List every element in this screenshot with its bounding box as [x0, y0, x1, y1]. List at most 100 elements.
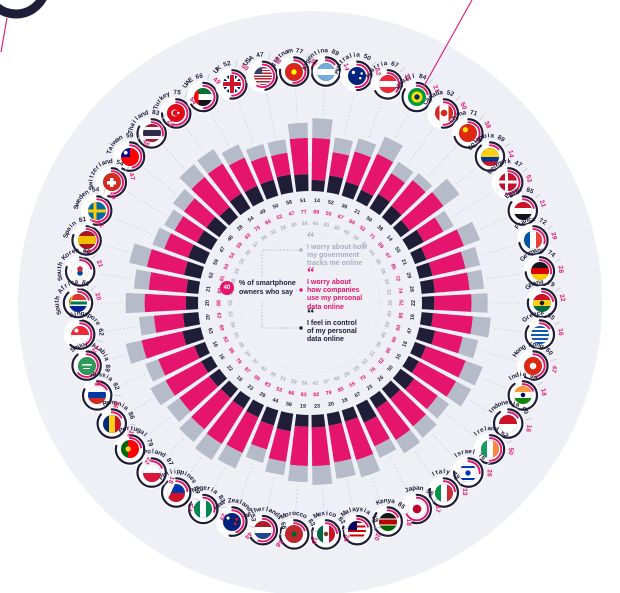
label-char: 2	[461, 488, 468, 493]
arc-control-usa	[250, 63, 276, 89]
label-char: 9	[454, 473, 462, 481]
label-char: 5	[528, 188, 535, 196]
label-char: n	[419, 485, 424, 493]
label-char: e	[489, 165, 497, 173]
label-char: e	[522, 252, 530, 260]
label-char: 5	[126, 132, 131, 139]
label-char: r	[476, 428, 482, 436]
label-char: h	[54, 295, 62, 301]
label-char: i	[88, 179, 95, 182]
label-char: s	[98, 371, 103, 379]
connector-newzealand	[238, 463, 254, 504]
label-char: 0	[94, 296, 102, 301]
label-char: y	[165, 90, 171, 98]
label-char: 9	[214, 79, 222, 87]
label-char: P	[142, 448, 149, 456]
ring-value: 82	[313, 392, 319, 398]
ring-value: 47	[383, 252, 391, 260]
arc-companies-netherlands	[247, 514, 279, 546]
bar-companies-taiwan	[183, 198, 216, 228]
ring-value: 30	[232, 331, 240, 339]
label-char: a	[514, 401, 521, 409]
label-char: 5	[272, 56, 279, 64]
bar-companies-netherlands	[268, 428, 291, 462]
bar-companies-indonesia	[411, 361, 457, 397]
ring-value: 35	[353, 365, 361, 373]
bar-control-ireland	[392, 368, 415, 390]
label-char: 9	[146, 442, 154, 448]
label-char: a	[136, 112, 143, 120]
label-char: a	[235, 498, 241, 506]
label-char: u	[154, 101, 162, 108]
label-char: a	[533, 247, 538, 255]
bar-government-argentina	[312, 118, 333, 140]
label-char: 0	[372, 535, 380, 541]
connector-spain	[104, 245, 128, 253]
flag-southafrica-icon	[69, 294, 87, 312]
flag-germany-icon	[530, 262, 549, 281]
ring-value: 44	[271, 397, 279, 405]
arc-companies-southkorea	[64, 256, 96, 287]
label-char: a	[73, 344, 80, 352]
label-char: n	[535, 341, 540, 349]
label-char: a	[431, 91, 438, 99]
label-char: e	[231, 497, 235, 504]
label-char: u	[133, 425, 139, 433]
label-char: n	[490, 405, 498, 413]
label-char: 2	[374, 72, 381, 77]
bar-control-india	[410, 341, 427, 359]
arc-companies-spain	[71, 225, 102, 256]
label-char: 8	[104, 364, 111, 368]
label-char: 6	[195, 73, 201, 81]
ring-value: 40	[387, 311, 394, 318]
label-char: 7	[128, 176, 136, 181]
label-char: 2	[339, 519, 347, 526]
label-char: 5	[188, 96, 196, 104]
label-char: 5	[446, 89, 451, 97]
label-char: t	[338, 58, 345, 65]
ring-value: 33	[323, 222, 330, 229]
label-char: 2	[485, 469, 492, 473]
bar-companies-morocco	[289, 426, 309, 466]
label-char: |	[91, 253, 97, 259]
ring-value: 52	[208, 272, 215, 279]
label-char: |	[147, 451, 154, 454]
label-char: d	[80, 341, 85, 349]
arc-control-italy	[431, 480, 457, 505]
label-char: i	[210, 487, 215, 494]
bar-control-malaysia	[326, 411, 342, 426]
bar-companies-china	[391, 180, 426, 216]
label-char: a	[462, 109, 467, 117]
label-char: 2	[549, 231, 557, 237]
bar-control-egypt	[410, 247, 427, 265]
ring-value: 59	[212, 258, 220, 266]
arc-companies-saudiarabia	[71, 350, 102, 381]
label-char: |	[374, 526, 381, 529]
flag-turkey-icon	[167, 104, 186, 123]
label-char: e	[203, 485, 208, 492]
flag-egypt-icon	[513, 201, 532, 220]
flag-brazil-icon	[407, 88, 426, 106]
label-char: n	[427, 93, 434, 101]
ring-value: 86	[227, 347, 235, 355]
label-char: 7	[173, 89, 177, 96]
bar-companies-australia	[329, 152, 350, 179]
label-char: m	[109, 399, 115, 406]
ring-value: 14	[314, 198, 320, 204]
arc-companies-china	[453, 118, 484, 149]
label-char: 3	[461, 492, 468, 496]
ring-value: 20	[360, 241, 368, 249]
bar-companies-russia	[158, 345, 200, 376]
label-char: |	[136, 134, 141, 141]
bar-government-turkey	[197, 149, 223, 174]
ring-value: 46	[227, 234, 235, 242]
label-char: N	[191, 486, 199, 494]
bar-government-india	[458, 360, 483, 386]
flag-usa-icon	[253, 66, 272, 85]
label-char: B	[394, 83, 403, 91]
label-char: D	[486, 167, 495, 175]
bar-companies-uk	[250, 156, 274, 185]
label-char: 2	[97, 332, 104, 336]
label-char: s	[369, 66, 377, 74]
connector-turkey	[186, 128, 204, 152]
